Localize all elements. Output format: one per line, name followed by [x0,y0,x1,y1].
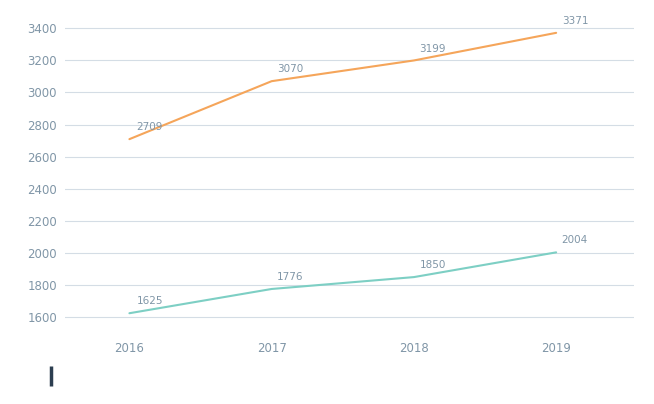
Text: 1850: 1850 [419,260,446,270]
Text: 1776: 1776 [277,272,303,282]
Text: 3371: 3371 [562,16,588,26]
Text: 2004: 2004 [562,236,588,245]
Text: 3199: 3199 [419,44,446,53]
Text: 1625: 1625 [136,296,163,306]
Text: 3070: 3070 [277,64,303,74]
Text: 2709: 2709 [136,122,163,132]
